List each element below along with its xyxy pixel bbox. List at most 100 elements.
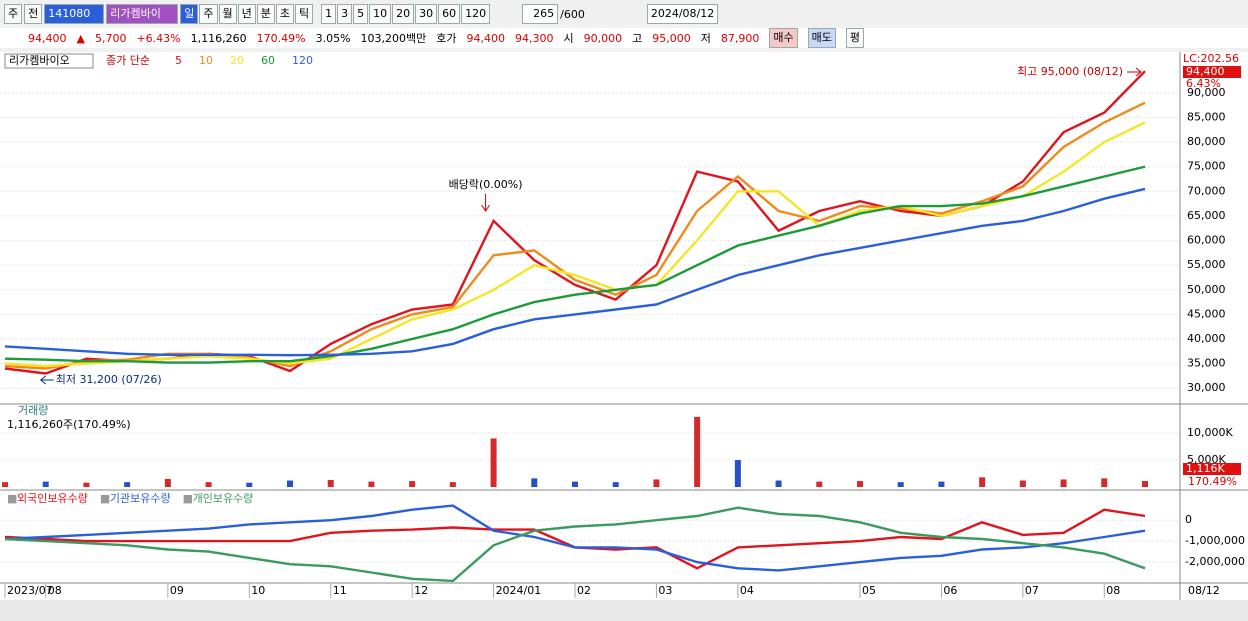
- legend-entry: 60: [261, 54, 275, 67]
- x-tick-label: 2024/01: [496, 584, 542, 597]
- x-tick-label: 08: [48, 584, 62, 597]
- y-tick-label: 40,000: [1187, 332, 1226, 345]
- bid: 94,300: [515, 31, 554, 45]
- period-button[interactable]: 주: [199, 4, 218, 24]
- count-button[interactable]: 3: [337, 4, 353, 24]
- legend-entry: 외국인보유수량: [17, 492, 88, 505]
- last-date: 08/12: [1188, 584, 1220, 597]
- legend-entry: 개인보유수량: [193, 492, 254, 505]
- date[interactable]: 2024/08/12: [646, 4, 719, 24]
- volume-title: 거래량: [18, 404, 48, 417]
- y-tick-label: 35,000: [1187, 357, 1226, 370]
- volume-bar: [2, 482, 8, 487]
- code[interactable]: 141080: [44, 4, 105, 24]
- amount: 103,200백만: [360, 32, 427, 45]
- y-tick-label: 30,000: [1187, 381, 1226, 394]
- count-button[interactable]: 60: [438, 4, 461, 24]
- volume-bar: [1101, 478, 1108, 487]
- legend-title: 리가켐바이오: [9, 54, 70, 67]
- open: 90,000: [583, 31, 623, 45]
- volume-bar: [572, 481, 578, 487]
- vol-ratio: 170.49%: [256, 31, 306, 45]
- legend-entry: 5: [175, 54, 182, 67]
- price-last: 94,400: [1186, 65, 1225, 78]
- series-line: [4, 165, 1146, 364]
- count-button[interactable]: 30: [415, 4, 438, 24]
- series-line: [4, 121, 1146, 368]
- period-button[interactable]: 일: [180, 4, 199, 24]
- price-pct: 6.43%: [1186, 77, 1221, 90]
- high: 95,000: [652, 31, 691, 45]
- ask: 94,400: [466, 31, 506, 45]
- period[interactable]: 주: [4, 4, 23, 24]
- x-tick-label: 10: [251, 584, 265, 597]
- scrollbar[interactable]: [0, 600, 1248, 621]
- price-box: [1183, 66, 1241, 78]
- count-button[interactable]: 10: [369, 4, 392, 24]
- annotation-arrow: [39, 375, 54, 385]
- volume-bar: [327, 479, 334, 487]
- y-tick-label: 85,000: [1187, 110, 1226, 123]
- y-tick-label: 45,000: [1187, 307, 1226, 320]
- count-button[interactable]: 20: [392, 4, 415, 24]
- x-tick-label: 09: [170, 584, 184, 597]
- volume-bar: [246, 482, 253, 487]
- annotation-arrow: [481, 194, 490, 212]
- y-tick-label: 90,000: [1187, 86, 1226, 99]
- volume-bar: [368, 481, 375, 487]
- series-line: [4, 504, 1146, 572]
- period-button[interactable]: 분: [256, 4, 275, 24]
- period-button[interactable]: 월: [218, 4, 237, 24]
- prev[interactable]: 전: [24, 4, 43, 24]
- count-button[interactable]: 120: [461, 4, 491, 24]
- stock-name[interactable]: 리가켐바이: [106, 4, 179, 24]
- avg-button[interactable]: 평: [845, 28, 865, 48]
- y-tick-label: 75,000: [1187, 160, 1226, 173]
- y-tick-label: -1,000,000: [1185, 534, 1245, 547]
- x-tick-label: 05: [862, 584, 876, 597]
- period-button[interactable]: 틱: [295, 4, 314, 24]
- legend-box: [4, 53, 94, 69]
- high-label: 고: [632, 32, 643, 45]
- y-tick-label: 5,000K: [1187, 453, 1226, 466]
- change: 5,700: [94, 31, 127, 45]
- y-tick-label: 65,000: [1187, 209, 1226, 222]
- counts: 1 3 5 10 20 30 60 120: [321, 4, 491, 24]
- legend-entry: 10: [199, 54, 213, 67]
- count-button[interactable]: 5: [353, 4, 369, 24]
- volume-bar: [612, 482, 619, 487]
- sell-button[interactable]: 매도: [807, 28, 836, 48]
- volume-last-box: [1183, 463, 1241, 475]
- period-button[interactable]: 년: [237, 4, 256, 24]
- volume-bar: [979, 477, 986, 487]
- legend-marker: ■: [7, 492, 17, 505]
- turnover: 3.05%: [315, 31, 351, 45]
- legend-entry: 20: [230, 54, 244, 67]
- count-button[interactable]: 1: [321, 4, 337, 24]
- volume-bar: [734, 460, 741, 487]
- period-button[interactable]: 초: [275, 4, 294, 24]
- chart-bg: [0, 52, 1248, 600]
- y-tick-label: 80,000: [1187, 135, 1226, 148]
- low: 87,900: [720, 31, 760, 45]
- quote-bar: 94,400 ▲ 5,700 +6.43% 1,116,260 170.49% …: [0, 28, 1248, 48]
- buy-button[interactable]: 매수: [769, 28, 798, 48]
- count[interactable]: 265: [522, 4, 559, 24]
- x-tick-label: 11: [333, 584, 347, 597]
- volume-bar: [694, 416, 701, 487]
- y-tick-label: 50,000: [1187, 283, 1226, 296]
- legend-marker: ■: [183, 492, 193, 505]
- volume-bar: [490, 438, 497, 487]
- volume-bar: [897, 482, 904, 487]
- x-tick-label: 07: [1025, 584, 1039, 597]
- x-tick-label: 2023/07: [7, 584, 53, 597]
- legend-entry: 기관보유수량: [110, 492, 171, 505]
- pct: +6.43%: [136, 31, 181, 45]
- series-line: [4, 187, 1146, 357]
- volume-bar: [1060, 479, 1067, 487]
- volume-bar: [531, 478, 538, 487]
- volume-bar: [816, 481, 823, 487]
- volume: 1,116,260: [190, 31, 247, 45]
